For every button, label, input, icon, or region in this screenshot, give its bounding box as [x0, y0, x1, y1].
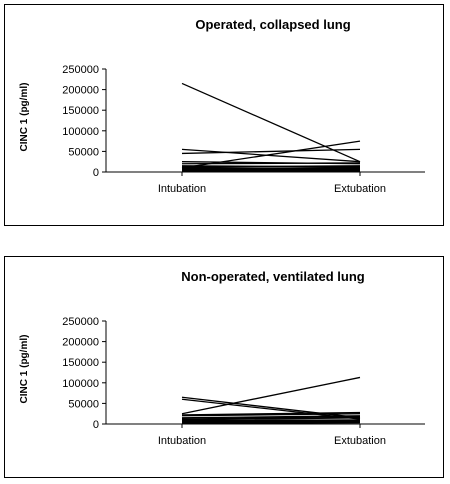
y-tick-label: 100000: [62, 378, 99, 390]
series-line-1: [181, 82, 361, 163]
chart-title: Operated, collapsed lung: [195, 17, 350, 32]
series-line-3: [181, 148, 361, 155]
axes: [105, 321, 425, 425]
x-tick-label: Extubation: [334, 435, 386, 447]
series-line-6: [181, 162, 361, 165]
y-tick-label: 50000: [68, 146, 99, 158]
series-lines: [181, 376, 361, 424]
chart-title: Non-operated, ventilated lung: [181, 269, 365, 284]
series-line-10: [181, 167, 361, 170]
x-tick-labels: Intubation Extubation: [158, 424, 386, 447]
chart-panel-operated: Operated, collapsed lung CINC 1 (pg/ml) …: [4, 4, 444, 226]
y-tick-label: 0: [93, 419, 99, 431]
x-tick-labels: Intubation Extubation: [158, 172, 386, 195]
chart-svg-operated: Operated, collapsed lung CINC 1 (pg/ml) …: [19, 17, 425, 195]
series-line-2: [181, 148, 361, 163]
chart-svg-non-operated: Non-operated, ventilated lung CINC 1 (pg…: [19, 269, 425, 447]
y-tick-label: 150000: [62, 105, 99, 117]
y-axis-label: CINC 1 (pg/ml): [19, 83, 30, 152]
axes: [105, 69, 425, 173]
series-line-6: [181, 415, 361, 419]
y-tick-labels: 250000 200000 150000 100000 50000 0: [62, 316, 106, 431]
series-lines: [181, 82, 361, 172]
series-line-8: [181, 417, 361, 421]
y-axis-label: CINC 1 (pg/ml): [19, 335, 30, 404]
y-tick-label: 150000: [62, 357, 99, 369]
series-line-4: [181, 411, 361, 416]
y-tick-label: 0: [93, 167, 99, 179]
series-line-5: [181, 413, 361, 417]
series-line-7: [181, 415, 361, 420]
y-tick-label: 250000: [62, 316, 99, 328]
y-tick-label: 250000: [62, 64, 99, 76]
x-tick-label: Extubation: [334, 183, 386, 195]
x-tick-label: Intubation: [158, 435, 206, 447]
x-tick-label: Intubation: [158, 183, 206, 195]
y-tick-label: 200000: [62, 85, 99, 97]
chart-panel-non-operated: Non-operated, ventilated lung CINC 1 (pg…: [4, 256, 444, 478]
series-line-3: [181, 376, 361, 415]
series-line-8: [181, 165, 361, 168]
y-tick-label: 200000: [62, 337, 99, 349]
y-tick-labels: 250000 200000 150000 100000 50000 0: [62, 64, 106, 179]
y-tick-label: 50000: [68, 398, 99, 410]
y-tick-label: 100000: [62, 126, 99, 138]
